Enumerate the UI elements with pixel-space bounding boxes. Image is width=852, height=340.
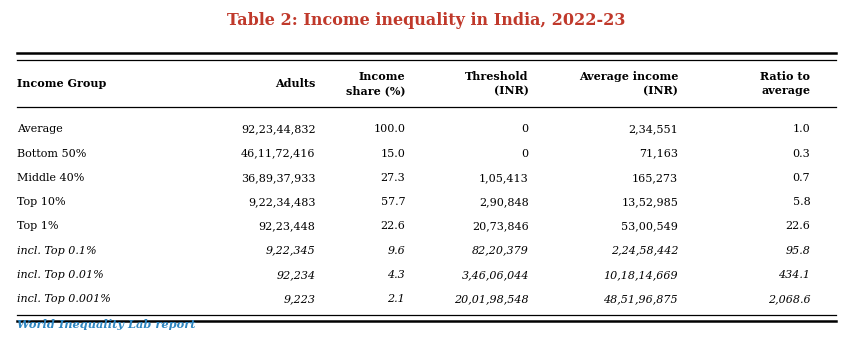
Text: 0: 0 xyxy=(521,124,528,134)
Text: Top 1%: Top 1% xyxy=(17,221,59,231)
Text: incl. Top 0.1%: incl. Top 0.1% xyxy=(17,245,96,256)
Text: 2,34,551: 2,34,551 xyxy=(628,124,677,134)
Text: 9.6: 9.6 xyxy=(387,245,405,256)
Text: 2.1: 2.1 xyxy=(387,294,405,304)
Text: Ratio to
average: Ratio to average xyxy=(759,71,809,96)
Text: 4.3: 4.3 xyxy=(387,270,405,280)
Text: 95.8: 95.8 xyxy=(785,245,809,256)
Text: 1.0: 1.0 xyxy=(792,124,809,134)
Text: 2,068.6: 2,068.6 xyxy=(767,294,809,304)
Text: Middle 40%: Middle 40% xyxy=(17,173,84,183)
Text: 57.7: 57.7 xyxy=(380,197,405,207)
Text: 1,05,413: 1,05,413 xyxy=(479,173,528,183)
Text: 0.7: 0.7 xyxy=(792,173,809,183)
Text: 82,20,379: 82,20,379 xyxy=(471,245,528,256)
Text: 5.8: 5.8 xyxy=(792,197,809,207)
Text: 100.0: 100.0 xyxy=(372,124,405,134)
Text: 27.3: 27.3 xyxy=(380,173,405,183)
Text: 9,22,34,483: 9,22,34,483 xyxy=(248,197,315,207)
Text: 71,163: 71,163 xyxy=(638,149,677,159)
Text: 46,11,72,416: 46,11,72,416 xyxy=(241,149,315,159)
Text: 48,51,96,875: 48,51,96,875 xyxy=(603,294,677,304)
Text: 2,24,58,442: 2,24,58,442 xyxy=(610,245,677,256)
Text: 20,01,98,548: 20,01,98,548 xyxy=(454,294,528,304)
Text: 92,23,44,832: 92,23,44,832 xyxy=(241,124,315,134)
Text: Table 2: Income inequality in India, 2022-23: Table 2: Income inequality in India, 202… xyxy=(227,12,625,29)
Text: Average income
(INR): Average income (INR) xyxy=(578,71,677,96)
Text: Average: Average xyxy=(17,124,63,134)
Text: incl. Top 0.001%: incl. Top 0.001% xyxy=(17,294,111,304)
Text: Adults: Adults xyxy=(275,78,315,89)
Text: 2,90,848: 2,90,848 xyxy=(479,197,528,207)
Text: 20,73,846: 20,73,846 xyxy=(471,221,528,231)
Text: 13,52,985: 13,52,985 xyxy=(620,197,677,207)
Text: World Inequality Lab report: World Inequality Lab report xyxy=(17,320,195,330)
Text: 22.6: 22.6 xyxy=(380,221,405,231)
Text: 0.3: 0.3 xyxy=(792,149,809,159)
Text: 9,22,345: 9,22,345 xyxy=(266,245,315,256)
Text: 36,89,37,933: 36,89,37,933 xyxy=(241,173,315,183)
Text: incl. Top 0.01%: incl. Top 0.01% xyxy=(17,270,104,280)
Text: 22.6: 22.6 xyxy=(785,221,809,231)
Text: 53,00,549: 53,00,549 xyxy=(620,221,677,231)
Text: 165,273: 165,273 xyxy=(631,173,677,183)
Text: 0: 0 xyxy=(521,149,528,159)
Text: 15.0: 15.0 xyxy=(380,149,405,159)
Text: Income
share (%): Income share (%) xyxy=(345,71,405,96)
Text: 9,223: 9,223 xyxy=(283,294,315,304)
Text: 10,18,14,669: 10,18,14,669 xyxy=(603,270,677,280)
Text: Income Group: Income Group xyxy=(17,78,106,89)
Text: Bottom 50%: Bottom 50% xyxy=(17,149,86,159)
Text: 92,23,448: 92,23,448 xyxy=(258,221,315,231)
Text: 3,46,06,044: 3,46,06,044 xyxy=(461,270,528,280)
Text: 434.1: 434.1 xyxy=(777,270,809,280)
Text: Top 10%: Top 10% xyxy=(17,197,66,207)
Text: 92,234: 92,234 xyxy=(276,270,315,280)
Text: Threshold
(INR): Threshold (INR) xyxy=(465,71,528,96)
